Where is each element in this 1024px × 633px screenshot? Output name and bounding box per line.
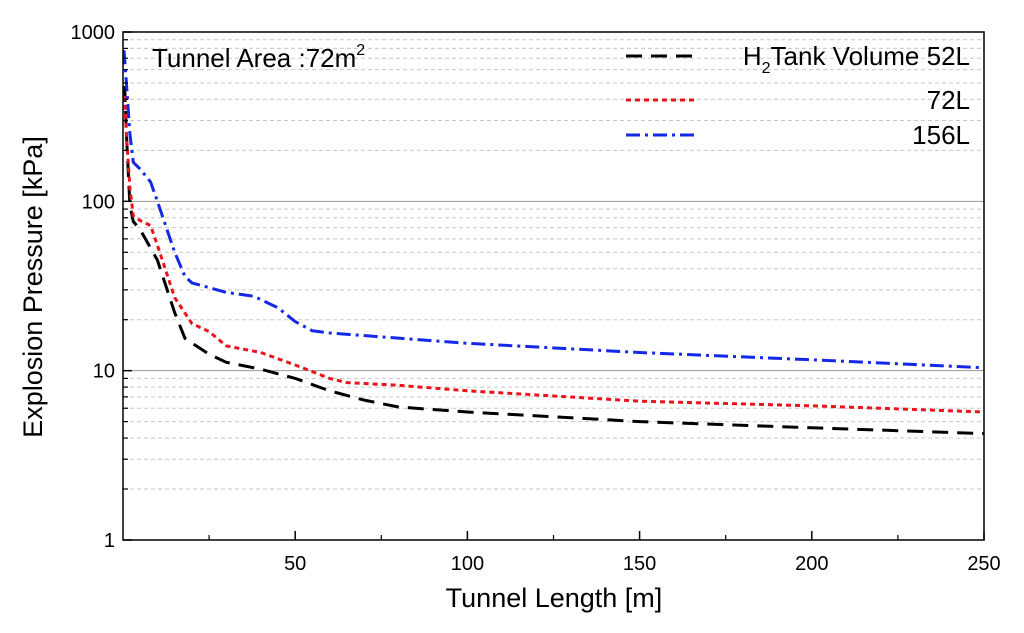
- legend-label-72l: 72L: [927, 85, 970, 115]
- plot-frame: [122, 31, 985, 541]
- legend-h: H: [743, 41, 762, 71]
- annotation-superscript: 2: [356, 42, 365, 59]
- series-line-156l: [122, 50, 985, 370]
- tunnel-area-annotation: Tunnel Area :72m2: [152, 42, 365, 73]
- legend-header: H2Tank Volume 52L: [743, 41, 970, 77]
- x-tick-label: 100: [451, 553, 484, 575]
- series-line-72l: [123, 95, 985, 414]
- legend: H2Tank Volume 52L 72L 156L: [626, 41, 970, 150]
- y-tick-label: 1000: [71, 22, 116, 44]
- x-axis-title: Tunnel Length [m]: [446, 583, 663, 613]
- y-tick-label: 10: [93, 361, 115, 383]
- legend-suffix: Tank Volume 52L: [771, 41, 970, 71]
- legend-label-156l: 156L: [912, 120, 970, 150]
- x-tick-label: 250: [967, 553, 1000, 575]
- x-tick-label: 50: [284, 553, 306, 575]
- grid: [123, 39, 984, 490]
- legend-subscript: 2: [762, 60, 771, 77]
- tick-labels: 1 10 100 1000 50 100 150 200 250: [71, 22, 1001, 575]
- ticks: [123, 31, 985, 541]
- y-tick-label: 1: [104, 530, 115, 552]
- annotation-prefix: Tunnel Area :72m: [152, 43, 356, 73]
- x-tick-label: 200: [795, 553, 828, 575]
- y-tick-label: 100: [82, 191, 115, 213]
- series-line-52l: [123, 85, 985, 436]
- y-axis-title: Explosion Pressure [kPa]: [18, 136, 48, 438]
- x-tick-label: 150: [623, 553, 656, 575]
- series-layer: [122, 50, 985, 436]
